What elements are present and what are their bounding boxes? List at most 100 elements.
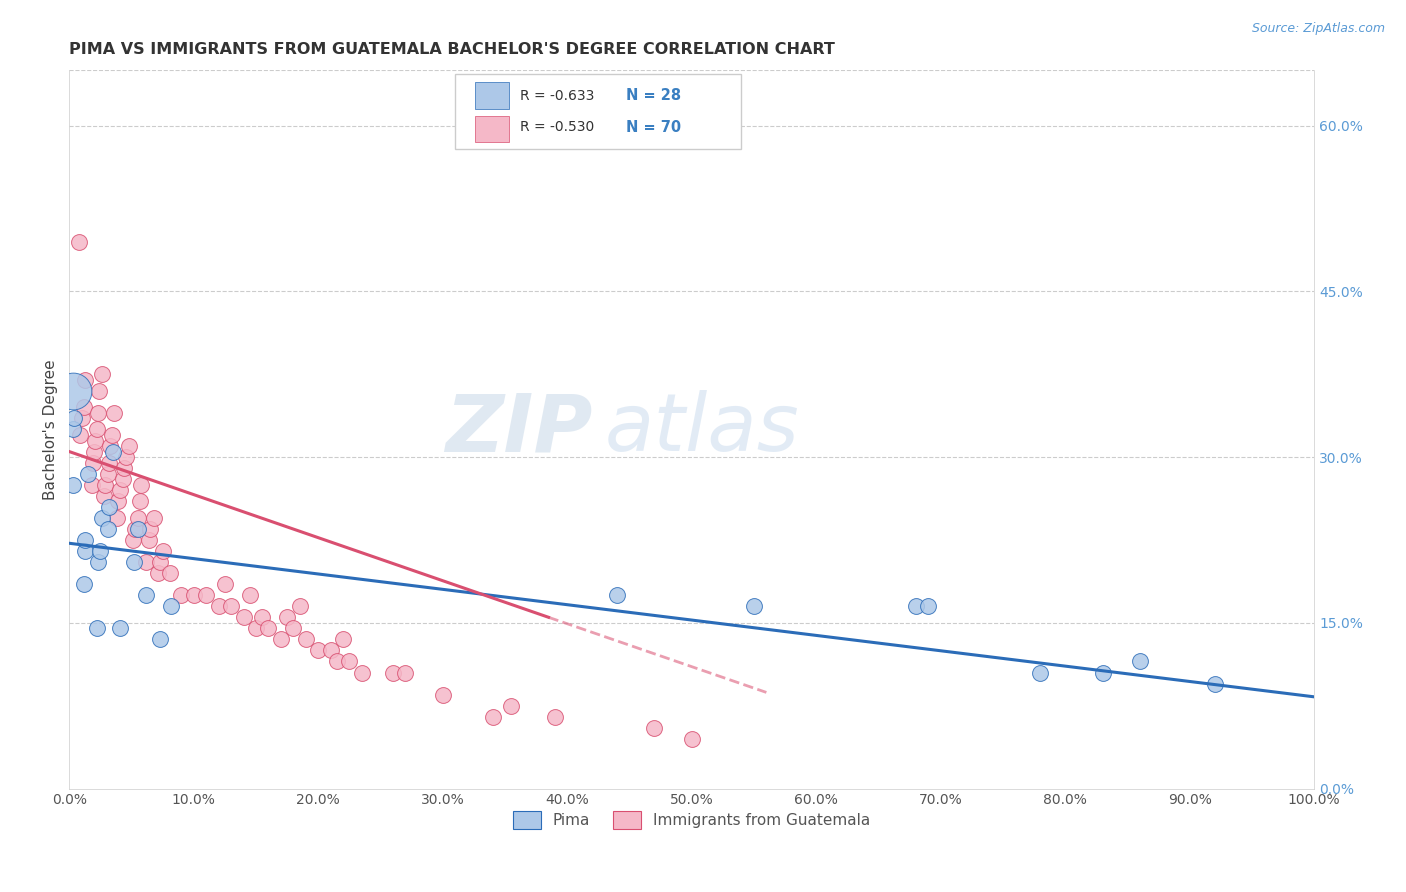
Point bbox=[90, 511, 112, 525]
Point bbox=[1129, 655, 1152, 669]
Point bbox=[606, 588, 628, 602]
Point bbox=[84, 434, 107, 448]
Text: N = 70: N = 70 bbox=[626, 120, 681, 135]
Text: PIMA VS IMMIGRANTS FROM GUATEMALA BACHELOR'S DEGREE CORRELATION CHART: PIMA VS IMMIGRANTS FROM GUATEMALA BACHEL… bbox=[69, 42, 835, 57]
Point bbox=[146, 566, 169, 580]
Point bbox=[110, 621, 132, 635]
Point bbox=[326, 655, 349, 669]
Point bbox=[82, 456, 104, 470]
Point bbox=[250, 610, 273, 624]
Point bbox=[87, 555, 110, 569]
Point bbox=[149, 632, 172, 647]
Point bbox=[276, 610, 298, 624]
Point bbox=[432, 688, 454, 702]
Point bbox=[160, 599, 183, 614]
Point bbox=[139, 522, 162, 536]
Point bbox=[62, 422, 84, 436]
Point bbox=[80, 477, 103, 491]
Point bbox=[131, 477, 153, 491]
Point bbox=[89, 544, 111, 558]
Point bbox=[73, 577, 96, 591]
Point bbox=[294, 632, 316, 647]
Point bbox=[122, 555, 145, 569]
Point bbox=[501, 698, 523, 713]
Y-axis label: Bachelor's Degree: Bachelor's Degree bbox=[44, 359, 58, 500]
Point bbox=[288, 599, 311, 614]
Point bbox=[112, 461, 135, 475]
Point bbox=[917, 599, 939, 614]
Point bbox=[283, 621, 305, 635]
Point bbox=[544, 709, 567, 723]
Point bbox=[159, 566, 181, 580]
Point bbox=[98, 456, 121, 470]
Point bbox=[129, 494, 152, 508]
Point bbox=[98, 500, 121, 514]
Text: atlas: atlas bbox=[605, 391, 799, 468]
Point bbox=[63, 411, 86, 425]
Point bbox=[332, 632, 354, 647]
Point bbox=[195, 588, 218, 602]
Point bbox=[83, 444, 105, 458]
Point bbox=[121, 533, 143, 547]
Point bbox=[245, 621, 267, 635]
Point bbox=[115, 450, 138, 464]
Point bbox=[127, 522, 149, 536]
Point bbox=[75, 533, 97, 547]
Point bbox=[75, 544, 97, 558]
Point bbox=[100, 428, 122, 442]
Point bbox=[75, 373, 97, 387]
Point bbox=[87, 406, 110, 420]
Point bbox=[62, 384, 84, 398]
Point bbox=[98, 439, 121, 453]
Point bbox=[101, 444, 124, 458]
Point bbox=[73, 401, 96, 415]
Point bbox=[118, 439, 141, 453]
Point bbox=[97, 522, 120, 536]
Point bbox=[207, 599, 229, 614]
Point bbox=[319, 643, 342, 657]
Point bbox=[107, 494, 129, 508]
Point bbox=[67, 235, 90, 249]
Point bbox=[307, 643, 329, 657]
Point bbox=[135, 555, 157, 569]
Point bbox=[643, 721, 665, 735]
Point bbox=[1029, 665, 1052, 680]
Point bbox=[270, 632, 292, 647]
Point bbox=[77, 467, 100, 481]
Point bbox=[105, 511, 128, 525]
Point bbox=[350, 665, 373, 680]
Point bbox=[69, 428, 91, 442]
Point bbox=[152, 544, 174, 558]
Point bbox=[1204, 676, 1226, 690]
Point bbox=[214, 577, 236, 591]
Text: R = -0.530: R = -0.530 bbox=[520, 120, 595, 134]
Point bbox=[904, 599, 927, 614]
Point bbox=[94, 477, 117, 491]
Point bbox=[481, 709, 503, 723]
FancyBboxPatch shape bbox=[475, 116, 509, 142]
Point bbox=[90, 368, 112, 382]
Point bbox=[127, 511, 149, 525]
Point bbox=[138, 533, 160, 547]
Point bbox=[93, 489, 115, 503]
Point bbox=[381, 665, 404, 680]
Point bbox=[394, 665, 416, 680]
Text: ZIP: ZIP bbox=[444, 391, 592, 468]
Point bbox=[681, 731, 703, 746]
Point bbox=[170, 588, 193, 602]
Point bbox=[86, 621, 108, 635]
Point bbox=[232, 610, 254, 624]
Point bbox=[135, 588, 157, 602]
Point bbox=[742, 599, 765, 614]
Point bbox=[86, 422, 108, 436]
FancyBboxPatch shape bbox=[475, 82, 509, 109]
Point bbox=[97, 467, 120, 481]
Point bbox=[1091, 665, 1114, 680]
Point bbox=[62, 477, 84, 491]
Point bbox=[142, 511, 165, 525]
Point bbox=[111, 472, 134, 486]
Point bbox=[110, 483, 132, 498]
Point bbox=[239, 588, 262, 602]
Point bbox=[149, 555, 172, 569]
Text: N = 28: N = 28 bbox=[626, 88, 681, 103]
